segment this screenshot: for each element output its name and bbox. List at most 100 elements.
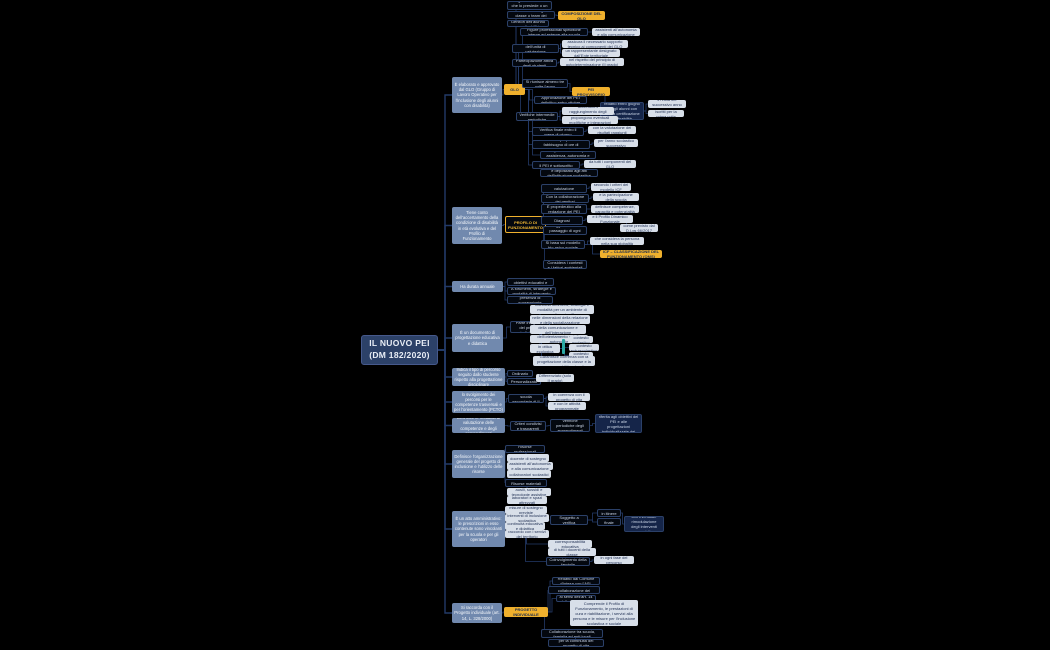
glo-sottoscrizione[interactable]: Il PEI è sottoscritto bbox=[532, 161, 580, 169]
branch-durata[interactable]: Ha durata annuale bbox=[452, 281, 503, 292]
pf-scuola[interactable]: e la partecipazione della scuola bbox=[593, 193, 639, 201]
doc-comunicazione[interactable]: della comunicazione e dell'interazione bbox=[530, 325, 586, 334]
val-obiettivi-pei[interactable]: La valutazione è riferita agli obiettivi… bbox=[595, 414, 642, 433]
percorso-ordinario[interactable]: Ordinario bbox=[507, 370, 533, 377]
pcto-progetto-vita[interactable]: in coerenza con il progetto di vita bbox=[548, 393, 590, 401]
kw-composizione[interactable]: COMPOSIZIONE DEL GLO bbox=[558, 11, 605, 20]
pi-genitori[interactable]: Su richiesta e con la collaborazione dei… bbox=[548, 586, 600, 594]
atto-verifica[interactable]: Soggetto a verifica bbox=[550, 515, 588, 525]
doc-ambiente[interactable]: Individua strumenti, strategie e modalit… bbox=[530, 305, 594, 314]
percorso-differenziato[interactable]: Differenziato (solo II grado) bbox=[536, 374, 574, 382]
atto-misure[interactable]: misure di sostegno previste bbox=[505, 506, 547, 514]
doc-relazione[interactable]: nelle dimensioni della relazione e della… bbox=[530, 315, 590, 324]
val-verifiche[interactable]: Verifiche periodiche degli apprendimenti bbox=[550, 419, 590, 432]
kw-glo[interactable]: GLO bbox=[504, 84, 525, 95]
branch-progetto-individuale[interactable]: Si raccorda con il Progetto individuale … bbox=[452, 603, 502, 623]
glo-verifiche-intermedie[interactable]: Verifiche intermedie periodiche bbox=[516, 112, 558, 121]
glo-supporto-asl[interactable]: assicura il necessario supporto tecnico … bbox=[562, 40, 628, 48]
glo-proposta-ore[interactable]: Formula la proposta del fabbisogno di or… bbox=[532, 140, 590, 149]
glo-pei-definitivo[interactable]: Approvazione del PEI definitivo entro ot… bbox=[534, 96, 587, 104]
glo-deposito[interactable]: e depositato agli atti dell'istituzione … bbox=[540, 169, 598, 177]
atto-finale[interactable]: finale bbox=[597, 518, 621, 526]
pcto-attivita[interactable]: e con le attività programmate bbox=[548, 402, 586, 410]
kw-pei-provvisorio[interactable]: PEI PROVVISORIO bbox=[572, 87, 610, 96]
pf-genitori[interactable]: Con la collaborazione dei genitori bbox=[541, 194, 589, 203]
org-risorse-prof[interactable]: Risorse professionali bbox=[505, 445, 545, 453]
branch-documento[interactable]: È un documento di progettazione educativ… bbox=[452, 324, 503, 352]
atto-fasi[interactable]: in ogni fase del percorso bbox=[594, 556, 634, 564]
durata-obiettivi[interactable]: Con riferimento agli obiettivi educativi… bbox=[507, 278, 554, 286]
pf-dlgs66[interactable]: come previsto dal D.Lgs 66/2017 bbox=[620, 224, 658, 232]
glo-verifiche-obiettivi[interactable]: accertano il raggiungimento degli obiett… bbox=[562, 107, 614, 115]
glo-nuovo-anno[interactable]: in vista del successivo anno scolastico bbox=[648, 100, 686, 108]
atto-continuita[interactable]: continuità educativa e didattica bbox=[505, 522, 545, 530]
branch-organizzazione[interactable]: Definisce l'organizzazione generale del … bbox=[452, 450, 505, 478]
glo-verifica-risultati[interactable]: con la valutazione dei risultati raggiun… bbox=[588, 126, 636, 134]
glo-verifiche-modifiche[interactable]: propongono eventuali modifiche e integra… bbox=[562, 116, 618, 124]
glo-provvisorio-giugno[interactable]: redatto entro giugno per gli alunni con … bbox=[600, 102, 644, 120]
org-sostegno[interactable]: docente di sostegno bbox=[507, 454, 549, 462]
org-laboratori[interactable]: laboratori e spazi attrezzati bbox=[507, 496, 547, 504]
pf-pdf[interactable]: e il Profilo Dinamico Funzionale bbox=[587, 215, 633, 223]
pf-sostituisce[interactable]: Sostituisce la Diagnosi Funzionale bbox=[541, 216, 583, 225]
val-criteri[interactable]: Criteri condivisi e trasparenti bbox=[510, 421, 546, 431]
durata-strumenti[interactable]: A strumenti, strategie e modalità di int… bbox=[507, 287, 556, 295]
glo-autodeterminazione[interactable]: nel rispetto del principio di autodeterm… bbox=[560, 58, 624, 66]
durata-aggiornato[interactable]: Aggiornato in presenza di sopraggiunte c… bbox=[507, 296, 553, 304]
pf-propedeutico[interactable]: È propedeutico alla redazione del PEI bbox=[541, 204, 587, 214]
atto-raccordo[interactable]: raccordo con i servizi del territorio bbox=[505, 530, 549, 538]
glo-docenti[interactable]: Docenti del consiglio di classe o team d… bbox=[507, 11, 555, 19]
org-risorse-mat[interactable]: Risorse materiali bbox=[505, 479, 547, 487]
pi-continuita[interactable]: per la continuità del progetto di vita bbox=[548, 639, 604, 647]
glo-ente[interactable]: un rappresentante designato dall'Ente te… bbox=[562, 49, 620, 57]
org-assistenti[interactable]: assistenti all'autonomia e alla comunica… bbox=[507, 462, 553, 470]
glo-uvm[interactable]: Partecipazione dell'unità di valutazione… bbox=[512, 44, 559, 53]
glo-verifica-finale[interactable]: Verifica finale entro il mese di giugno bbox=[532, 127, 584, 136]
atto-itinere[interactable]: in itinere bbox=[597, 509, 621, 517]
kw-profilo-funzionamento[interactable]: PROFILO DI FUNZIONAMENTO bbox=[505, 216, 546, 233]
atto-docenti[interactable]: di tutti i docenti della classe bbox=[548, 548, 596, 556]
glo-componenti[interactable]: da tutti i componenti del GLO bbox=[584, 160, 636, 168]
pf-bio-psico-sociale[interactable]: Si basa sul modello bio-psico-sociale bbox=[541, 240, 585, 249]
atto-interventi[interactable]: interventi di inclusione scolastica bbox=[505, 514, 549, 522]
branch-pcto[interactable]: Definisce gli strumenti per lo svolgimen… bbox=[452, 391, 505, 413]
pf-competenze[interactable]: definisce competenze, capacità e potenzi… bbox=[591, 205, 639, 213]
pf-globalita[interactable]: che considera la persona nella sua globa… bbox=[590, 237, 644, 245]
branch-elaborato-glo[interactable]: È elaborato e approvato dal GLO (Gruppo … bbox=[452, 77, 502, 113]
glo-figure-professionali[interactable]: Figure professionali specifiche interne … bbox=[520, 28, 588, 36]
branch-percorso[interactable]: Indica il tipo di percorso seguito dallo… bbox=[452, 368, 505, 386]
org-collaboratori[interactable]: collaboratori scolastici bbox=[507, 470, 551, 478]
branch-profilo[interactable]: Tiene conto dell'accertamento della cond… bbox=[452, 207, 502, 244]
pi-contenuti[interactable]: Comprende il Profilo di Funzionamento, l… bbox=[570, 600, 638, 626]
atto-corresponsabilita[interactable]: corresponsabilità educativa bbox=[548, 540, 592, 548]
pi-collaborazione[interactable]: Collaborazione tra scuola, famiglia ed e… bbox=[541, 629, 603, 638]
glo-dirigente[interactable]: Dirigente scolastico che lo presiede o u… bbox=[507, 1, 552, 10]
glo-riunioni[interactable]: Si riunisce almeno tre volte l'anno bbox=[522, 79, 568, 88]
central-title[interactable]: IL NUOVO PEI (DM 182/2020) bbox=[361, 335, 438, 365]
glo-assistenti[interactable]: assistenti all'autonomia e alla comunica… bbox=[592, 28, 640, 36]
branch-valutazione[interactable]: Definisce le modalità di valutazione del… bbox=[452, 418, 505, 433]
doc-coerenza[interactable]: Garantisce coerenza con la progettazione… bbox=[533, 356, 595, 366]
doc-ctx-scolastico[interactable]: contesto scolastico bbox=[569, 336, 593, 343]
glo-anno-successivo[interactable]: per l'anno scolastico successivo bbox=[594, 139, 638, 147]
pi-comune[interactable]: Redatto dal Comune d'intesa con l'ASL bbox=[552, 577, 600, 585]
glo-studenti[interactable]: Partecipazione attiva degli studenti bbox=[512, 59, 557, 67]
glo-prima-iscrizione[interactable]: iscritti per la prima volta bbox=[648, 110, 684, 117]
pf-uvm[interactable]: Redatto dall'unità di valutazione multid… bbox=[541, 184, 587, 193]
atto-famiglia[interactable]: Coinvolgimento della famiglia bbox=[546, 557, 590, 566]
pf-contesti[interactable]: Considera i contesti e i fattori ambient… bbox=[543, 260, 587, 269]
branch-atto[interactable]: È un atto amministrativo: le prescrizion… bbox=[452, 511, 505, 547]
kw-progetto-individuale[interactable]: PROGETTO INDIVIDUALE bbox=[504, 607, 548, 617]
doc-ecologica[interactable]: in ottica ecologica bbox=[530, 344, 560, 353]
pcto-secondaria[interactable]: Solo per la scuola secondaria di II grad… bbox=[508, 394, 544, 403]
doc-orientamento[interactable]: dell'orientamento e delle autonomie bbox=[530, 335, 588, 343]
atto-rimodulazione[interactable]: con eventuale rimodulazione degli interv… bbox=[624, 516, 664, 532]
glo-genitori[interactable]: Genitori dell'alunno con disabilità bbox=[507, 20, 549, 27]
org-ausili[interactable]: ausili, sussidi e tecnologie assistive bbox=[507, 488, 551, 496]
pf-criteri-icf[interactable]: secondo i criteri del modello ICF bbox=[591, 183, 631, 191]
pf-aggiornato[interactable]: Aggiornato al passaggio di ogni grado di… bbox=[543, 226, 587, 235]
glo-proposta-risorse[interactable]: Propone le risorse per assistenza, auton… bbox=[540, 151, 596, 159]
kw-icf[interactable]: ICF – CLASSIFICAZIONE DEL FUNZIONAMENTO … bbox=[600, 250, 662, 258]
doc-ctx-extrascolastico[interactable]: contesto extrascolastico bbox=[569, 344, 599, 351]
